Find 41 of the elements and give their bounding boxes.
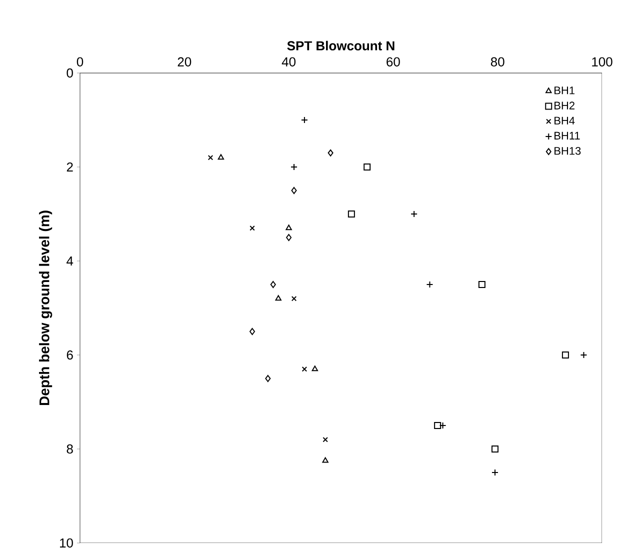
x-tick-label: 0 xyxy=(76,57,84,66)
y-tick-label: 2 xyxy=(66,162,73,172)
x-tick-label: 20 xyxy=(178,57,192,66)
point xyxy=(286,224,292,230)
point xyxy=(348,210,355,218)
point xyxy=(275,295,282,301)
point xyxy=(250,225,255,231)
point xyxy=(434,422,442,429)
point xyxy=(208,154,214,160)
legend-label: BH1 xyxy=(554,86,574,94)
point xyxy=(491,445,498,452)
point xyxy=(270,280,276,288)
point xyxy=(286,234,292,241)
y-tick-label: 10 xyxy=(60,538,73,548)
x-tick-label: 80 xyxy=(490,57,504,66)
y-tick-label: 4 xyxy=(66,256,74,266)
point xyxy=(291,186,297,194)
point xyxy=(312,366,318,372)
legend-label: BH4 xyxy=(554,116,575,124)
x-tick-label: 60 xyxy=(386,57,400,66)
legend-label: BH13 xyxy=(554,146,581,155)
x-tick-label: 40 xyxy=(282,57,296,66)
x-tick-label: 100 xyxy=(592,57,612,66)
y-tick-label: 8 xyxy=(66,444,73,454)
y-axis-title: Depth below ground level (m) xyxy=(39,210,52,406)
point xyxy=(265,374,271,382)
point xyxy=(322,457,328,463)
point xyxy=(478,280,486,288)
point xyxy=(291,296,297,302)
point xyxy=(302,366,308,372)
point xyxy=(328,149,334,156)
point xyxy=(364,163,371,170)
y-tick-label: 0 xyxy=(66,68,73,78)
point xyxy=(250,328,256,335)
point xyxy=(218,154,224,160)
point xyxy=(562,351,569,358)
legend-label: BH2 xyxy=(554,102,574,110)
x-axis-title: SPT Blowcount N xyxy=(287,40,394,50)
legend-label: BH11 xyxy=(554,132,580,140)
y-tick-label: 6 xyxy=(66,350,73,360)
point xyxy=(322,436,328,442)
